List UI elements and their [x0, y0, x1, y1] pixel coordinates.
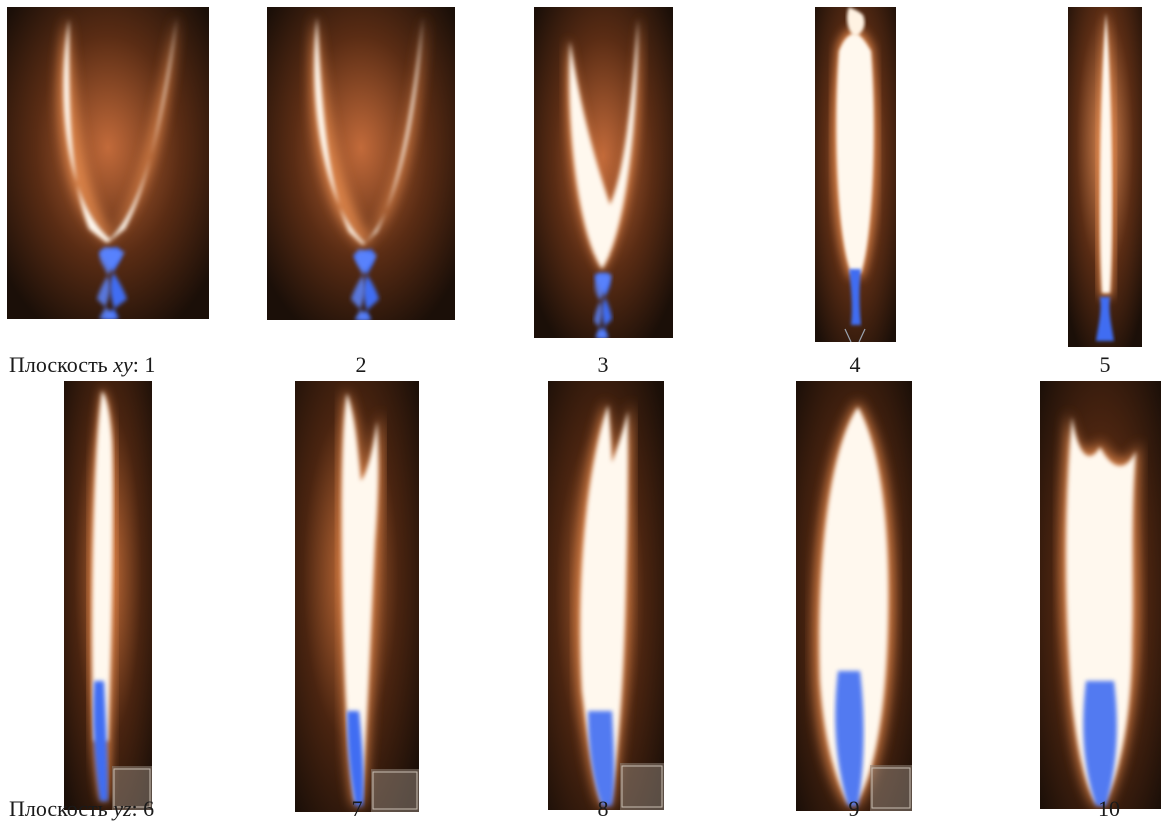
flame-photo-7 — [295, 381, 419, 812]
plane-axis: yz — [113, 796, 132, 821]
flame-photo-4 — [815, 7, 896, 342]
photo-label-9: 9 — [848, 796, 860, 821]
plane-colon: : — [132, 352, 139, 377]
flame-photo-8 — [548, 381, 664, 810]
photo-label-8: 8 — [597, 796, 609, 821]
flame-photo-3 — [534, 7, 673, 338]
photo-label-5: 5 — [1099, 352, 1111, 377]
row-xy-caption: Плоскость xy: 1 — [9, 352, 155, 378]
photo-label-1: 1 — [144, 352, 156, 377]
photo-label-4: 4 — [849, 352, 861, 377]
plane-prefix: Плоскость — [9, 352, 108, 377]
flame-photo-10 — [1040, 381, 1161, 809]
photo-label-2: 2 — [355, 352, 367, 377]
photo-label-7: 7 — [351, 796, 363, 821]
flame-photo-1 — [7, 7, 209, 319]
flame-photo-5 — [1068, 7, 1142, 347]
photo-label-6: 6 — [143, 796, 155, 821]
row-yz-caption: Плоскость yz: 6 — [9, 796, 154, 822]
plane-axis: xy — [113, 352, 133, 377]
plane-prefix: Плоскость — [9, 796, 108, 821]
flame-photo-9 — [796, 381, 912, 811]
photo-label-10: 10 — [1098, 796, 1120, 821]
flame-photo-2 — [267, 7, 455, 320]
plane-colon: : — [131, 796, 138, 821]
photo-label-3: 3 — [597, 352, 609, 377]
flame-photo-6 — [64, 381, 152, 810]
